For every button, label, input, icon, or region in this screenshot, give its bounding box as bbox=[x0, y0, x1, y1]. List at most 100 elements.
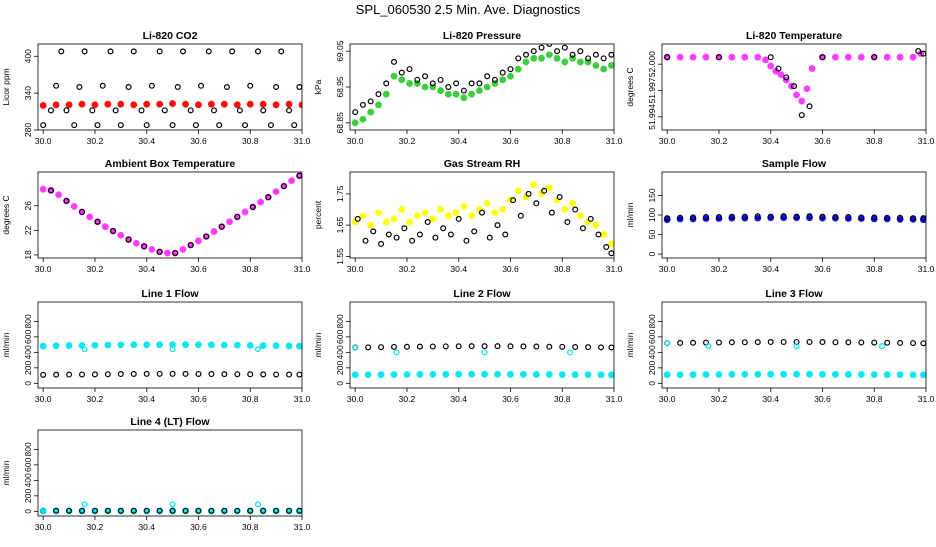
y-axis-label: ml/min bbox=[1, 332, 11, 357]
data-point-cyan-open bbox=[393, 349, 400, 356]
y-tick-label: 200 bbox=[335, 360, 345, 374]
data-point-black-open bbox=[242, 122, 249, 129]
data-point-cyan bbox=[156, 341, 164, 349]
data-point-red bbox=[272, 101, 280, 109]
data-point-black-open bbox=[125, 236, 132, 243]
data-point-magenta bbox=[832, 53, 839, 61]
data-point-black-open bbox=[378, 344, 385, 351]
x-tick-label: 30.6 bbox=[502, 394, 519, 404]
data-point-black-open bbox=[78, 208, 85, 215]
data-point-green bbox=[375, 101, 382, 109]
data-point-black-open bbox=[286, 371, 293, 378]
data-point-black-open bbox=[690, 339, 697, 346]
data-point-cyan bbox=[676, 371, 684, 379]
data-point-black-open bbox=[296, 84, 302, 90]
data-point-cyan bbox=[806, 370, 813, 378]
data-point-black-open bbox=[481, 343, 488, 350]
data-point-magenta bbox=[883, 53, 891, 61]
data-point-green bbox=[538, 54, 545, 62]
y-tick-label: 340 bbox=[23, 86, 33, 100]
y-tick-label: 800 bbox=[647, 314, 657, 328]
y-tick-label: 26 bbox=[23, 201, 33, 211]
data-point-cyan bbox=[233, 341, 241, 349]
y-tick-label: 400 bbox=[647, 345, 657, 359]
data-point-yellow bbox=[375, 209, 382, 217]
y-tick-label: 150 bbox=[647, 188, 657, 202]
data-point-magenta bbox=[55, 191, 63, 199]
y-tick-label: 1.75 bbox=[335, 185, 345, 202]
data-point-black-open bbox=[414, 76, 421, 83]
chart-line-3-flow: Line 3 Flow ml/min 30.0 30.2 30.4 30.6 30.8 31.… bbox=[625, 288, 935, 404]
data-point-black-open bbox=[871, 339, 878, 346]
y-tick-label: 1.55 bbox=[335, 248, 345, 265]
x-tick-label: 30.2 bbox=[711, 394, 728, 404]
x-tick-label: 30.8 bbox=[554, 136, 571, 146]
data-point-magenta bbox=[272, 188, 280, 196]
data-point-red bbox=[259, 100, 267, 108]
chart-panel-li820-temperature: Li-820 Temperature degrees C 30.0 30.2 30.4 3… bbox=[624, 28, 936, 156]
data-point-magenta bbox=[762, 56, 769, 64]
data-point-cyan bbox=[597, 371, 605, 379]
data-point-black-open bbox=[117, 507, 124, 514]
data-point-black-open bbox=[541, 187, 548, 194]
data-point-red bbox=[143, 100, 151, 108]
data-point-cyan bbox=[793, 370, 800, 378]
data-point-black-open bbox=[754, 213, 761, 220]
data-point-black-open bbox=[556, 194, 563, 201]
y-axis-label: ml/min bbox=[1, 460, 11, 485]
x-tick-label: 30.4 bbox=[138, 136, 155, 146]
data-point-black-open bbox=[664, 215, 671, 222]
data-point-black-open bbox=[793, 213, 800, 220]
data-point-cyan bbox=[220, 341, 228, 349]
x-tick-label: 31.0 bbox=[294, 136, 311, 146]
data-point-cyan bbox=[689, 371, 697, 379]
data-point-black-open bbox=[897, 339, 904, 346]
chart-title: Li-820 Pressure bbox=[443, 30, 521, 42]
data-point-black-open bbox=[156, 370, 163, 377]
data-point-black-open bbox=[143, 370, 150, 377]
data-point-black-open bbox=[460, 87, 467, 94]
data-point-green bbox=[476, 87, 483, 94]
chart-li820-co2: Li-820 CO2 Licor ppm 30.0 30.2 30.4 30.6 30.8 3… bbox=[1, 30, 311, 146]
data-point-cyan bbox=[296, 342, 302, 350]
x-tick-label: 30.8 bbox=[242, 136, 259, 146]
y-tick-label: 0 bbox=[23, 381, 33, 386]
data-point-red bbox=[182, 100, 189, 108]
y-tick-label: 400 bbox=[335, 345, 345, 359]
data-point-magenta bbox=[702, 53, 710, 61]
data-point-cyan bbox=[117, 341, 125, 349]
data-point-cyan bbox=[481, 370, 488, 378]
data-point-red bbox=[169, 100, 176, 107]
data-point-cyan bbox=[558, 371, 566, 378]
chart-li820-pressure: Li-820 Pressure kPa 30.0 30.2 30.4 30.6 30.8 31… bbox=[313, 30, 623, 146]
data-point-black-open bbox=[447, 231, 454, 238]
data-point-black-open bbox=[229, 48, 236, 55]
data-point-magenta bbox=[754, 53, 762, 61]
y-tick-label: 52.000 bbox=[647, 51, 657, 77]
y-tick-label: 1.65 bbox=[335, 217, 345, 234]
data-point-black-open bbox=[910, 340, 917, 347]
x-tick-label: 30.2 bbox=[87, 522, 104, 532]
data-point-green bbox=[452, 90, 460, 98]
data-point-cyan bbox=[208, 341, 215, 349]
data-point-cyan-open bbox=[81, 346, 88, 353]
chart-sample-flow: Sample Flow ml/min 30.0 30.2 30.4 30.6 30.8 31.… bbox=[625, 158, 935, 274]
data-point-green bbox=[359, 115, 367, 123]
data-point-blue bbox=[844, 215, 852, 222]
data-point-cyan bbox=[364, 371, 372, 379]
data-point-cyan-open bbox=[793, 343, 800, 350]
data-point-black-open bbox=[664, 54, 671, 61]
data-point-black-open bbox=[416, 343, 423, 350]
x-tick-label: 30.8 bbox=[242, 264, 259, 274]
data-point-black-open bbox=[677, 214, 684, 221]
x-tick-label: 30.2 bbox=[87, 136, 104, 146]
data-point-black-open bbox=[156, 248, 163, 255]
data-point-black-open bbox=[728, 339, 735, 346]
data-point-black-open bbox=[595, 231, 602, 238]
data-point-black-open bbox=[365, 344, 372, 351]
data-point-green bbox=[522, 58, 530, 66]
chart-panel-line-3-flow: Line 3 Flow ml/min 30.0 30.2 30.4 30.6 30.8 31.… bbox=[624, 286, 936, 414]
data-point-black-open bbox=[182, 507, 189, 514]
y-tick-label: 0 bbox=[647, 251, 657, 256]
data-point-blue bbox=[663, 216, 671, 224]
